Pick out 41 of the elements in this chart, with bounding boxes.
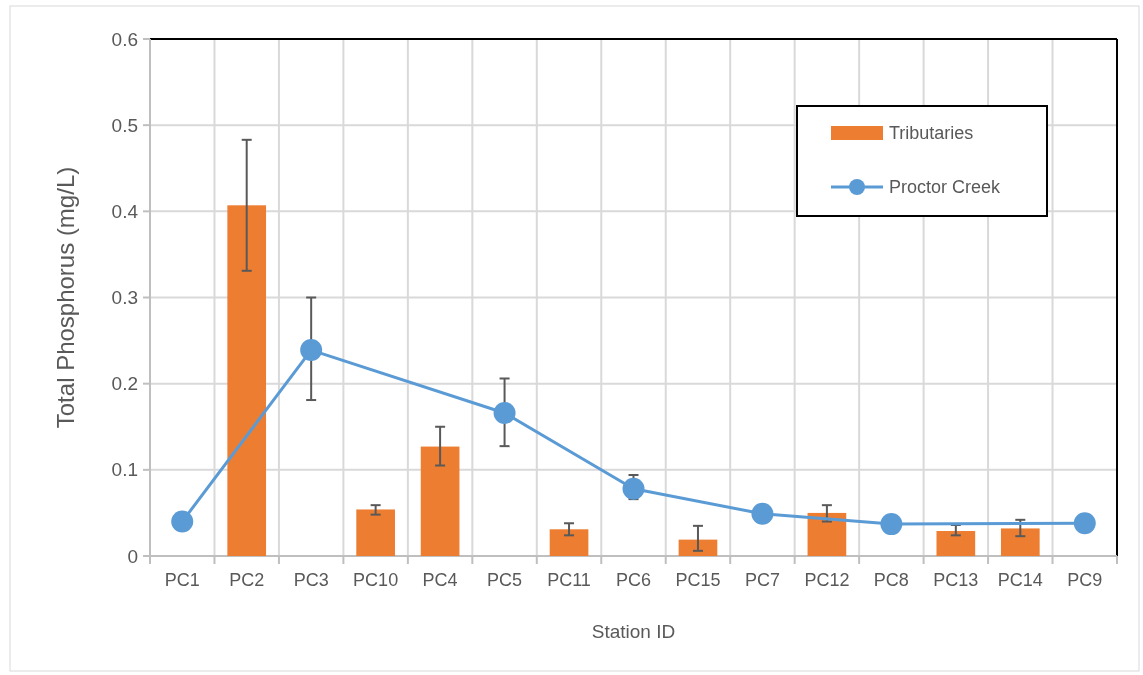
point xyxy=(1073,512,1096,535)
bar xyxy=(420,446,460,556)
bar xyxy=(227,205,267,556)
y-tick-label: 0 xyxy=(127,545,138,567)
y-axis-title: Total Phosphorus (mg/L) xyxy=(52,166,79,429)
x-tick-label: PC9 xyxy=(1067,570,1103,590)
bar xyxy=(678,539,718,556)
point xyxy=(300,339,323,362)
x-tick-label: PC1 xyxy=(164,570,200,590)
x-tick-label: PC5 xyxy=(487,570,523,590)
x-tick-label: PC3 xyxy=(293,570,329,590)
y-tick-label: 0.6 xyxy=(111,28,138,50)
point xyxy=(622,477,645,500)
legend-label: Proctor Creek xyxy=(889,177,1002,198)
point xyxy=(493,401,516,424)
x-tick-label: PC10 xyxy=(353,570,399,590)
x-tick-label: PC4 xyxy=(422,570,458,590)
y-tick-label: 0.3 xyxy=(111,287,138,309)
x-tick-label: PC12 xyxy=(804,570,850,590)
bar xyxy=(936,531,976,556)
legend-label: Tributaries xyxy=(889,123,974,144)
x-tick-label: PC8 xyxy=(873,570,909,590)
x-tick-label: PC15 xyxy=(675,570,721,590)
y-tick-label: 0.2 xyxy=(111,373,138,395)
y-tick-label: 0.5 xyxy=(111,114,138,136)
x-tick-label: PC7 xyxy=(744,570,780,590)
bar xyxy=(549,529,589,556)
y-tick-label: 0.1 xyxy=(111,459,138,481)
point xyxy=(751,502,774,525)
x-tick-label: PC13 xyxy=(933,570,979,590)
bar xyxy=(807,512,847,556)
x-tick-label: PC2 xyxy=(229,570,265,590)
x-tick-label: PC14 xyxy=(997,570,1043,590)
x-tick-label: PC6 xyxy=(615,570,652,590)
x-tick-label: PC11 xyxy=(547,570,591,590)
point xyxy=(880,513,903,536)
point xyxy=(171,510,194,533)
x-axis-title: Station ID xyxy=(591,621,676,642)
y-tick-label: 0.4 xyxy=(111,200,139,222)
bar xyxy=(1000,528,1040,556)
bar xyxy=(356,509,395,556)
